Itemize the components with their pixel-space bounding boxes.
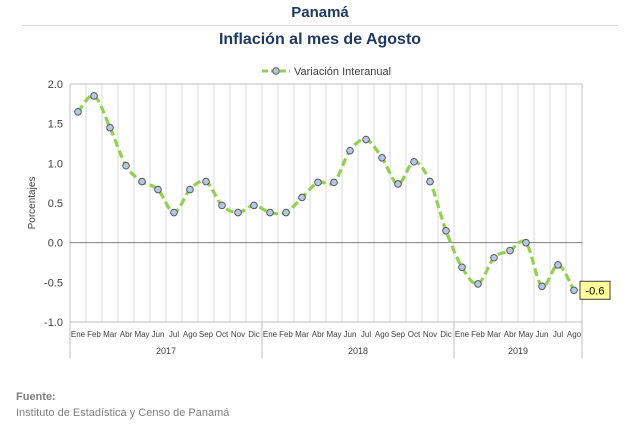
data-point [170,208,178,217]
data-point [346,146,354,155]
data-point [522,238,530,247]
data-point [554,261,562,269]
x-tick-label: Feb [87,330,101,339]
data-point [74,107,82,116]
x-tick-label: Sep [199,330,214,339]
y-tick-label: 0.0 [48,238,63,250]
data-point [282,208,290,217]
y-tick-label: -0.5 [44,277,63,289]
x-tick-label: Nov [423,330,437,339]
x-tick-label: Oct [408,330,421,339]
x-tick-label: Ene [263,330,278,339]
y-tick-label: 1.5 [48,119,63,131]
line-chart: Variación Interanual 2.0 1.5 1.0 0.5 0.0 -0.5… [27,66,611,358]
year-label: 2018 [348,346,368,356]
page-title: Panamá [291,4,349,21]
data-point [506,246,514,255]
data-point [90,92,98,100]
data-point [298,193,306,202]
chart-title: Inflación al mes de Agosto [218,31,422,48]
x-tick-label: Jun [344,330,357,339]
data-point [442,226,450,235]
data-point [186,185,194,194]
y-tick-label: -1.0 [44,317,63,329]
legend-swatch-marker [272,67,280,75]
x-tick-label: Mar [103,330,117,339]
x-tick-label: Mar [487,330,501,339]
y-tick-label: 2.0 [48,79,63,91]
x-tick-label: Ago [183,330,198,339]
x-tick-label: Jul [553,330,563,339]
x-axis: Ene Feb Mar Abr May Jun Jul Ago Sep Oct Nov Dic Ene F… [69,322,583,358]
x-tick-label: Dic [248,330,260,339]
data-point [490,253,498,262]
x-tick-label: Dic [440,330,452,339]
x-tick-label: Jun [536,330,549,339]
data-point [138,177,146,186]
x-tick-label: Abr [312,330,325,339]
last-value-label: -0.6 [586,285,605,297]
source-text: Instituto de Estadística y Censo de Pana… [16,407,230,419]
y-axis-label: Porcentajes [27,177,38,230]
data-point [458,263,466,272]
x-tick-label: Sep [391,330,406,339]
x-tick-label: Jun [152,330,165,339]
x-tick-label: Ene [455,330,470,339]
x-tick-label: Ago [375,330,390,339]
data-point [218,201,226,210]
x-tick-label: Jul [169,330,179,339]
x-tick-label: Ago [567,330,582,339]
y-tick-label: 1.0 [48,158,63,170]
data-point [538,282,546,291]
data-point [122,161,130,170]
data-point [234,208,242,217]
data-point [314,178,322,187]
grid [69,83,583,323]
x-tick-label: Oct [216,330,229,339]
title-divider [22,25,618,26]
data-point [378,153,386,162]
y-tick-label: 0.5 [48,198,63,210]
legend-label: Variación Interanual [294,66,391,78]
data-point [474,280,482,288]
y-axis: 2.0 1.5 1.0 0.5 0.0 -0.5 -1.0 Porcentajes [27,79,63,329]
data-point [362,135,370,144]
x-tick-label: Ene [71,330,86,339]
data-point [106,123,114,132]
data-point [250,201,258,210]
x-tick-label: Mar [295,330,309,339]
legend: Variación Interanual [262,66,391,78]
data-point [410,157,418,166]
x-tick-label: Jul [361,330,371,339]
data-point [330,178,338,187]
x-tick-label: Abr [504,330,517,339]
data-point [426,177,434,186]
x-tick-label: May [326,330,341,339]
source-label: Fuente: [16,391,56,403]
data-point [394,180,402,188]
series-group [74,92,578,295]
data-point [202,177,210,186]
data-point [570,286,578,295]
x-tick-label: Abr [120,330,133,339]
x-tick-label: Nov [231,330,245,339]
data-labels: -0.6 [579,280,611,300]
x-tick-label: Feb [279,330,293,339]
x-tick-label: May [134,330,149,339]
year-label: 2017 [156,346,176,356]
data-point [266,208,274,217]
x-tick-label: May [518,330,533,339]
year-label: 2019 [508,346,528,356]
data-point [154,185,162,194]
x-tick-label: Feb [471,330,485,339]
last-value-badge [579,280,611,300]
